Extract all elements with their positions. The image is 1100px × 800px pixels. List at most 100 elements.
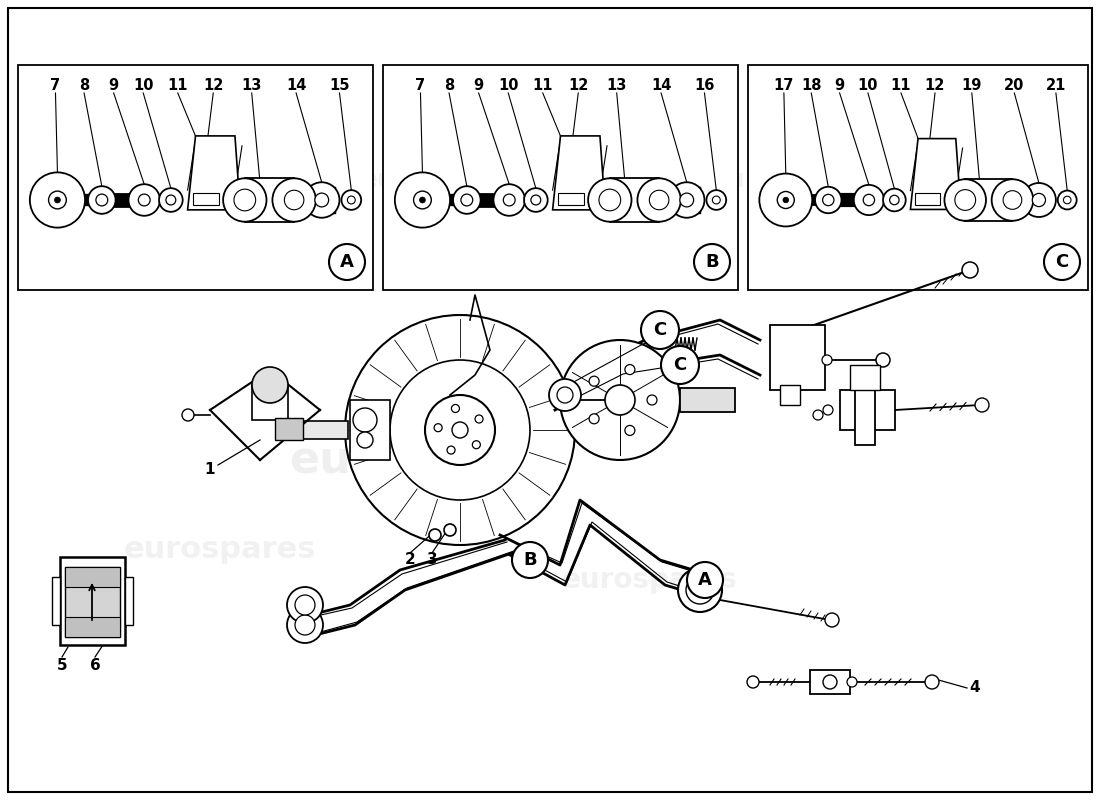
Circle shape	[747, 676, 759, 688]
Circle shape	[414, 191, 431, 209]
Text: 11: 11	[532, 78, 553, 93]
Circle shape	[475, 415, 483, 423]
Circle shape	[287, 607, 323, 643]
Circle shape	[1044, 244, 1080, 280]
Text: 12: 12	[925, 78, 945, 93]
Text: 7: 7	[51, 78, 60, 93]
Bar	[965, 179, 1012, 221]
Text: 1: 1	[205, 462, 216, 478]
Polygon shape	[188, 136, 240, 210]
Text: 14: 14	[651, 78, 671, 93]
Bar	[252, 385, 288, 420]
Circle shape	[854, 185, 884, 215]
Circle shape	[1064, 196, 1071, 204]
Bar	[780, 385, 800, 405]
Bar	[275, 418, 302, 440]
Text: 9: 9	[835, 78, 845, 93]
Bar	[18, 65, 373, 290]
Circle shape	[55, 197, 60, 203]
Circle shape	[823, 194, 834, 206]
Text: 13: 13	[606, 78, 627, 93]
Circle shape	[425, 395, 495, 465]
Text: B: B	[705, 253, 718, 271]
Circle shape	[447, 446, 455, 454]
Text: C: C	[673, 356, 686, 374]
Circle shape	[557, 387, 573, 403]
Circle shape	[560, 340, 680, 460]
Text: 9: 9	[474, 78, 484, 93]
Circle shape	[759, 174, 812, 226]
Bar	[855, 375, 875, 445]
Circle shape	[494, 184, 525, 216]
Text: 9: 9	[109, 78, 119, 93]
Circle shape	[876, 353, 890, 367]
Text: 8: 8	[444, 78, 454, 93]
Circle shape	[955, 190, 976, 210]
Circle shape	[713, 196, 721, 204]
Circle shape	[661, 346, 698, 384]
Bar	[350, 400, 390, 460]
Bar	[810, 670, 850, 694]
Circle shape	[284, 190, 304, 210]
Circle shape	[637, 178, 681, 222]
Circle shape	[166, 195, 176, 205]
Text: A: A	[698, 571, 712, 589]
Circle shape	[825, 613, 839, 627]
Circle shape	[1022, 183, 1056, 217]
Circle shape	[504, 194, 515, 206]
Circle shape	[1003, 190, 1022, 210]
Circle shape	[287, 587, 323, 623]
Text: 14: 14	[286, 78, 306, 93]
Text: 12: 12	[204, 78, 223, 93]
Circle shape	[549, 379, 581, 411]
Circle shape	[600, 189, 620, 211]
Text: 15: 15	[329, 78, 350, 93]
Circle shape	[524, 188, 548, 212]
Circle shape	[472, 441, 481, 449]
Text: C: C	[1055, 253, 1068, 271]
Text: eurospares: eurospares	[123, 535, 317, 565]
Circle shape	[813, 410, 823, 420]
Circle shape	[390, 360, 530, 500]
Circle shape	[815, 186, 842, 214]
Text: C: C	[653, 321, 667, 339]
Circle shape	[694, 244, 730, 280]
Circle shape	[962, 262, 978, 278]
Bar	[283, 421, 348, 439]
Bar	[125, 577, 133, 625]
Bar	[192, 193, 219, 205]
Circle shape	[96, 194, 108, 206]
Circle shape	[688, 562, 723, 598]
Text: 8: 8	[79, 78, 89, 93]
Bar	[65, 567, 120, 637]
Text: 4: 4	[970, 681, 980, 695]
Circle shape	[883, 189, 905, 211]
Circle shape	[182, 409, 194, 421]
Circle shape	[945, 179, 986, 221]
Circle shape	[590, 414, 600, 424]
Circle shape	[353, 408, 377, 432]
Circle shape	[30, 172, 85, 228]
Bar	[52, 577, 60, 625]
Circle shape	[992, 179, 1033, 221]
Circle shape	[778, 191, 794, 209]
Circle shape	[461, 194, 473, 206]
Text: 12: 12	[568, 78, 588, 93]
Circle shape	[452, 422, 468, 438]
Bar	[65, 567, 120, 587]
Text: 10: 10	[498, 78, 518, 93]
Circle shape	[823, 405, 833, 415]
Circle shape	[295, 595, 315, 615]
Circle shape	[925, 675, 939, 689]
Circle shape	[686, 576, 714, 604]
Polygon shape	[911, 138, 960, 210]
Bar	[245, 178, 294, 222]
Bar	[60, 557, 125, 645]
Circle shape	[625, 426, 635, 435]
Text: A: A	[340, 253, 354, 271]
Circle shape	[434, 424, 442, 432]
Bar	[65, 617, 120, 637]
Bar	[680, 388, 735, 412]
Text: 19: 19	[961, 78, 982, 93]
Circle shape	[453, 186, 481, 214]
